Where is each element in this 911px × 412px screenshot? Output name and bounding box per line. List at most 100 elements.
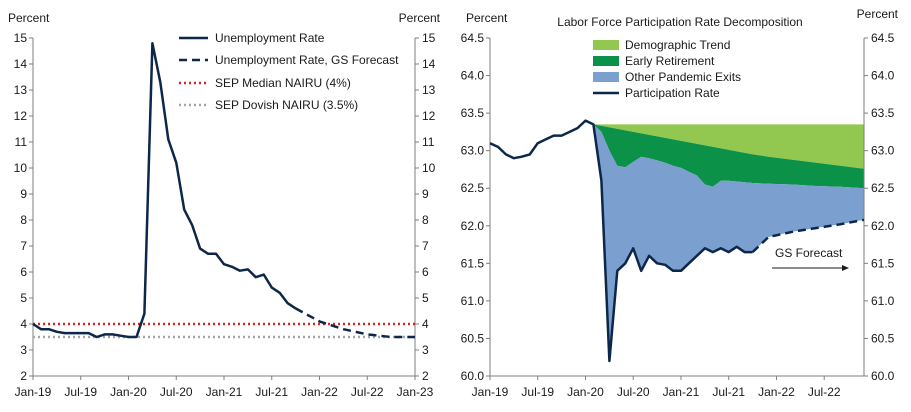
y-tick-label-left: 3 (20, 343, 27, 357)
x-tick-label: Jul-20 (160, 385, 193, 399)
y-tick-label-left: 64.0 (461, 69, 485, 83)
y-tick-label-right: 63.5 (871, 106, 895, 120)
forecast-annotation-label: GS Forecast (775, 246, 843, 260)
y-tick-label-left: 9 (20, 187, 27, 201)
y-tick-label-left: 64.5 (461, 31, 485, 45)
y-tick-label-right: 61.0 (871, 294, 895, 308)
forecast-annotation: GS Forecast (772, 246, 849, 271)
participation-panel: Percent Percent Labor Force Participatio… (461, 7, 899, 399)
y-tick-label-left: 10 (14, 161, 28, 175)
y-tick-label-left: 61.5 (461, 256, 485, 270)
y-tick-label-left: 60.0 (461, 369, 485, 383)
x-tick-label: Jul-19 (64, 385, 97, 399)
right-series (489, 119, 865, 363)
forecast-arrow-head (842, 265, 849, 271)
x-tick-label: Jan-19 (472, 385, 509, 399)
y-tick-label-left: 11 (15, 135, 28, 149)
x-tick-label: Jan-23 (397, 385, 434, 399)
x-tick-label: Jul-21 (712, 385, 745, 399)
y-tick-label-right: 13 (422, 83, 436, 97)
y-tick-label-left: 62.0 (461, 219, 485, 233)
early-retirement-area (593, 124, 864, 189)
left-series (32, 41, 415, 339)
y-tick-label-right: 63.0 (871, 144, 895, 158)
y-tick-label-left: 14 (14, 57, 28, 71)
y-tick-label-right: 62.0 (871, 219, 895, 233)
right-legend: Demographic Trend Early Retirement Other… (593, 38, 741, 100)
x-tick-label: Jan-21 (206, 385, 243, 399)
y-tick-label-right: 15 (422, 31, 436, 45)
right-axes: 60.0 60.0 60.5 60.5 61.0 61.0 61.5 61.5 62.0 62.0… (461, 31, 895, 399)
x-tick-label: Jul-22 (808, 385, 841, 399)
y-tick-label-right: 61.5 (871, 256, 895, 270)
y-tick-label-right: 62.5 (871, 181, 895, 195)
y-tick-label-right: 3 (422, 343, 429, 357)
left-axes: 2 2 3 3 4 4 5 5 6 6 7 7 8 8 9 9 10 10 11 11 12 12 13 13 14 14 15 15… (14, 31, 436, 399)
y-tick-label-right: 4 (422, 317, 429, 331)
y-tick-label-left: 4 (20, 317, 27, 331)
y-tick-label-right: 9 (422, 187, 429, 201)
y-tick-label-left: 8 (20, 213, 27, 227)
y-tick-label-left: 15 (14, 31, 28, 45)
x-tick-label: Jul-20 (617, 385, 650, 399)
y-tick-label-left: 61.0 (461, 294, 485, 308)
participation-rate-line (489, 119, 753, 363)
y-tick-label-right: 5 (422, 291, 429, 305)
legend-label-other-exits: Other Pandemic Exits (625, 70, 741, 84)
left-ylabel-left: Percent (8, 11, 50, 25)
unemployment-panel: Percent Percent 2 2 3 3 4 4 5 5 6 6 7 7 8 8 9 9 10 10 11 11… (8, 11, 441, 399)
x-tick-label: Jul-22 (351, 385, 384, 399)
legend-label-unemployment: Unemployment Rate (215, 31, 325, 45)
y-tick-label-right: 12 (422, 109, 436, 123)
legend-label-participation: Participation Rate (625, 86, 720, 100)
y-tick-label-right: 10 (422, 161, 436, 175)
x-tick-label: Jul-21 (255, 385, 288, 399)
y-tick-label-left: 6 (20, 265, 27, 279)
y-tick-label-right: 11 (422, 135, 435, 149)
y-tick-label-right: 2 (422, 369, 429, 383)
y-tick-label-right: 64.0 (871, 69, 895, 83)
x-tick-label: Jan-21 (663, 385, 700, 399)
y-tick-label-left: 63.5 (461, 106, 485, 120)
y-tick-label-right: 60.0 (871, 369, 895, 383)
left-ylabel-right: Percent (399, 11, 441, 25)
y-tick-label-left: 2 (20, 369, 27, 383)
y-tick-label-left: 12 (14, 109, 28, 123)
right-ylabel-left: Percent (466, 11, 508, 25)
right-chart-title: Labor Force Participation Rate Decomposi… (557, 15, 802, 29)
legend-label-early-retirement: Early Retirement (625, 54, 715, 68)
y-tick-label-right: 64.5 (871, 31, 895, 45)
x-tick-label: Jan-19 (15, 385, 52, 399)
unemployment-line (32, 41, 297, 339)
demographic-trend-area (593, 124, 864, 169)
legend-label-sep-dovish: SEP Dovish NAIRU (3.5%) (215, 98, 358, 112)
x-tick-label: Jan-20 (567, 385, 604, 399)
y-tick-label-left: 7 (20, 239, 27, 253)
y-tick-label-right: 7 (422, 239, 429, 253)
y-tick-label-left: 62.5 (461, 181, 485, 195)
unemployment-forecast-line (295, 307, 415, 339)
y-tick-label-left: 5 (20, 291, 27, 305)
y-tick-label-right: 8 (422, 213, 429, 227)
x-tick-label: Jan-22 (301, 385, 338, 399)
y-tick-label-left: 63.0 (461, 144, 485, 158)
left-legend: Unemployment Rate Unemployment Rate, GS … (179, 31, 399, 112)
legend-swatch-other-exits (593, 72, 619, 82)
legend-swatch-demographic (593, 40, 619, 50)
participation-rate-forecast-line (751, 218, 865, 254)
legend-swatch-early-retirement (593, 56, 619, 66)
y-tick-label-right: 6 (422, 265, 429, 279)
y-tick-label-right: 14 (422, 57, 436, 71)
other-pandemic-exits-area (593, 124, 864, 362)
legend-label-sep-median: SEP Median NAIRU (4%) (215, 76, 351, 90)
y-tick-label-right: 60.5 (871, 331, 895, 345)
x-tick-label: Jan-20 (110, 385, 147, 399)
right-ylabel-right: Percent (857, 7, 899, 21)
x-tick-label: Jan-22 (758, 385, 795, 399)
y-tick-label-left: 60.5 (461, 331, 485, 345)
legend-label-unemployment-forecast: Unemployment Rate, GS Forecast (215, 53, 399, 67)
right-areas (593, 124, 864, 362)
legend-label-demographic: Demographic Trend (625, 38, 730, 52)
